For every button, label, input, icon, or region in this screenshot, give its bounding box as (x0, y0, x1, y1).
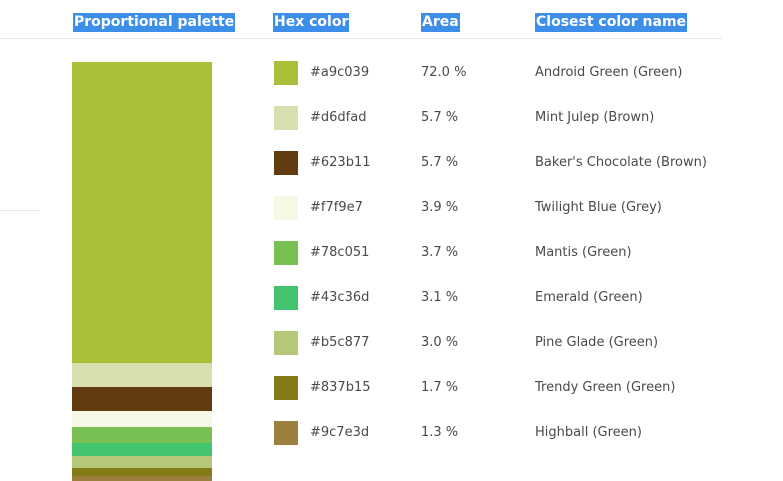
color-name: Emerald (Green) (535, 290, 643, 305)
hex-value: #837b15 (310, 380, 371, 395)
area-value: 3.1 % (421, 290, 459, 305)
hex-value: #43c36d (310, 290, 370, 305)
palette-segment (72, 475, 212, 481)
palette-segment (72, 363, 212, 388)
color-swatch (274, 286, 298, 310)
palette-segment (72, 62, 212, 364)
color-swatch (274, 196, 298, 220)
color-name: Baker's Chocolate (Brown) (535, 155, 707, 170)
area-value: 5.7 % (421, 155, 459, 170)
color-name: Mantis (Green) (535, 245, 632, 260)
color-name: Pine Glade (Green) (535, 335, 659, 350)
area-value: 3.9 % (421, 200, 459, 215)
table-row: #43c36d 3.1 % Emerald (Green) (0, 286, 783, 310)
color-swatch (274, 151, 298, 175)
table-row: #b5c877 3.0 % Pine Glade (Green) (0, 331, 783, 355)
color-swatch (274, 421, 298, 445)
table-row: #a9c039 72.0 % Android Green (Green) (0, 61, 783, 85)
area-value: 3.0 % (421, 335, 459, 350)
color-swatch (274, 241, 298, 265)
palette-segment (72, 455, 212, 469)
header-closest-color-name: Closest color name (535, 13, 688, 32)
area-value: 5.7 % (421, 110, 459, 125)
table-row: #837b15 1.7 % Trendy Green (Green) (0, 376, 783, 400)
hex-value: #b5c877 (310, 335, 370, 350)
color-swatch (274, 61, 298, 85)
palette-segment (72, 427, 212, 444)
hex-value: #d6dfad (310, 110, 367, 125)
palette-segment (72, 387, 212, 412)
color-name: Trendy Green (Green) (535, 380, 676, 395)
color-name: Android Green (Green) (535, 65, 683, 80)
divider (0, 210, 40, 211)
area-value: 1.7 % (421, 380, 459, 395)
area-value: 1.3 % (421, 425, 459, 440)
table-row: #78c051 3.7 % Mantis (Green) (0, 241, 783, 265)
color-name: Highball (Green) (535, 425, 642, 440)
color-name: Mint Julep (Brown) (535, 110, 655, 125)
palette-segment (72, 411, 212, 428)
table-row: #d6dfad 5.7 % Mint Julep (Brown) (0, 106, 783, 130)
palette-segment (72, 442, 212, 457)
proportional-palette-bar (72, 62, 212, 481)
header-area: Area (421, 13, 460, 32)
table-header: Proportional palette Hex color Area Clos… (0, 0, 722, 39)
area-value: 3.7 % (421, 245, 459, 260)
hex-value: #f7f9e7 (310, 200, 363, 215)
color-swatch (274, 331, 298, 355)
hex-value: #623b11 (310, 155, 371, 170)
hex-value: #78c051 (310, 245, 370, 260)
header-proportional-palette: Proportional palette (73, 13, 236, 32)
table-row: #f7f9e7 3.9 % Twilight Blue (Grey) (0, 196, 783, 220)
color-swatch (274, 376, 298, 400)
table-row: #623b11 5.7 % Baker's Chocolate (Brown) (0, 151, 783, 175)
hex-value: #a9c039 (310, 65, 370, 80)
palette-segment (72, 468, 212, 477)
area-value: 72.0 % (421, 65, 467, 80)
color-name: Twilight Blue (Grey) (535, 200, 662, 215)
table-row: #9c7e3d 1.3 % Highball (Green) (0, 421, 783, 445)
color-swatch (274, 106, 298, 130)
header-hex-color: Hex color (273, 13, 350, 32)
hex-value: #9c7e3d (310, 425, 370, 440)
